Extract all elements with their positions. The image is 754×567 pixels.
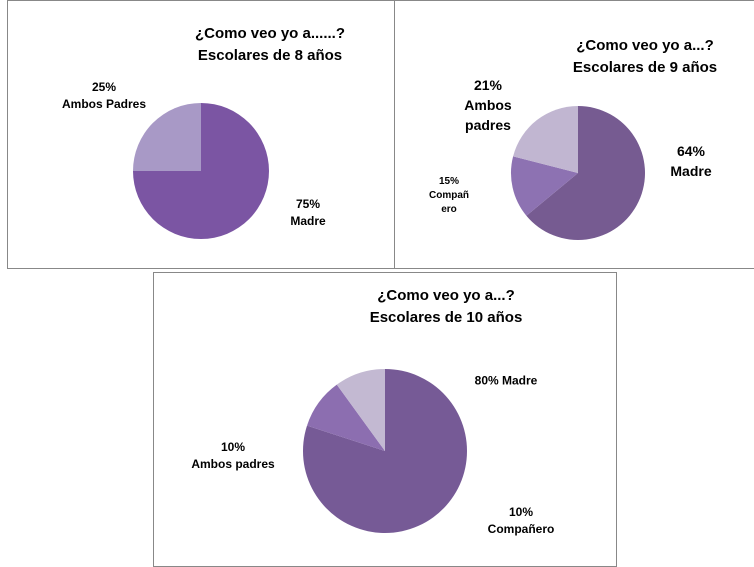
pie xyxy=(511,106,645,241)
slice-value-label: 25% xyxy=(91,80,117,94)
slice-category: Madre xyxy=(290,214,326,228)
slice-value-label: 15% xyxy=(438,176,459,187)
chart-title: ¿Como veo yo a...? Escolares de 9 años xyxy=(573,35,717,79)
subtitle-line: Escolares de 9 años xyxy=(572,59,718,76)
slice-label: 21% Ambos padres xyxy=(458,75,518,135)
slice-label: 75% Madre xyxy=(290,196,325,230)
pie-slice xyxy=(513,106,578,173)
pie-slice xyxy=(526,106,645,241)
slice-label: 64% Madre xyxy=(670,141,711,181)
slice-value-label: 75% xyxy=(295,197,321,211)
title-line: ¿Como veo yo a......? xyxy=(194,25,346,42)
chart-box: ¿Como veo yo a......? Escolares de 8 años… xyxy=(7,0,395,269)
pie xyxy=(133,103,269,239)
slice-category: Ambos padres xyxy=(464,97,512,133)
slice-label: 25% Ambos Padres xyxy=(62,79,146,113)
pie-slice xyxy=(133,103,201,171)
slice-label: 10% Ambos padres xyxy=(191,439,274,473)
slice-value-label: 10% xyxy=(220,440,246,454)
chart-box: ¿Como veo yo a...? Escolares de 9 años 64%… xyxy=(394,0,754,269)
pie-slice xyxy=(336,369,385,451)
chart-title: ¿Como veo yo a......? Escolares de 8 años xyxy=(195,23,345,67)
slice-value-label: 21% xyxy=(473,77,503,93)
chart-title: ¿Como veo yo a...? Escolares de 10 años xyxy=(370,285,523,329)
slice-label: 10% Compañero xyxy=(488,504,555,538)
slice-value-label: 80% xyxy=(474,373,499,388)
slice-category: Madre xyxy=(502,373,538,388)
pie-slice xyxy=(511,156,578,216)
slice-category: Ambos Padres xyxy=(61,97,147,111)
pie xyxy=(303,369,467,533)
title-line: ¿Como veo yo a...? xyxy=(576,37,714,54)
slice-category: Compañero xyxy=(487,522,555,536)
chart-box: ¿Como veo yo a...? Escolares de 10 años 80… xyxy=(153,272,617,567)
slice-category: Compañero xyxy=(429,190,469,215)
pie-slice xyxy=(307,384,385,451)
subtitle-line: Escolares de 8 años xyxy=(197,47,343,64)
title-line: ¿Como veo yo a...? xyxy=(377,287,515,304)
slice-category: Madre xyxy=(670,163,712,179)
subtitle-line: Escolares de 10 años xyxy=(369,309,523,326)
slice-label: 80% Madre xyxy=(475,373,538,390)
slice-value-label: 10% xyxy=(508,505,534,519)
slice-category: Ambos padres xyxy=(191,457,275,471)
slice-value-label: 64% xyxy=(676,143,706,159)
slice-label: 15% Compañero xyxy=(427,175,471,217)
